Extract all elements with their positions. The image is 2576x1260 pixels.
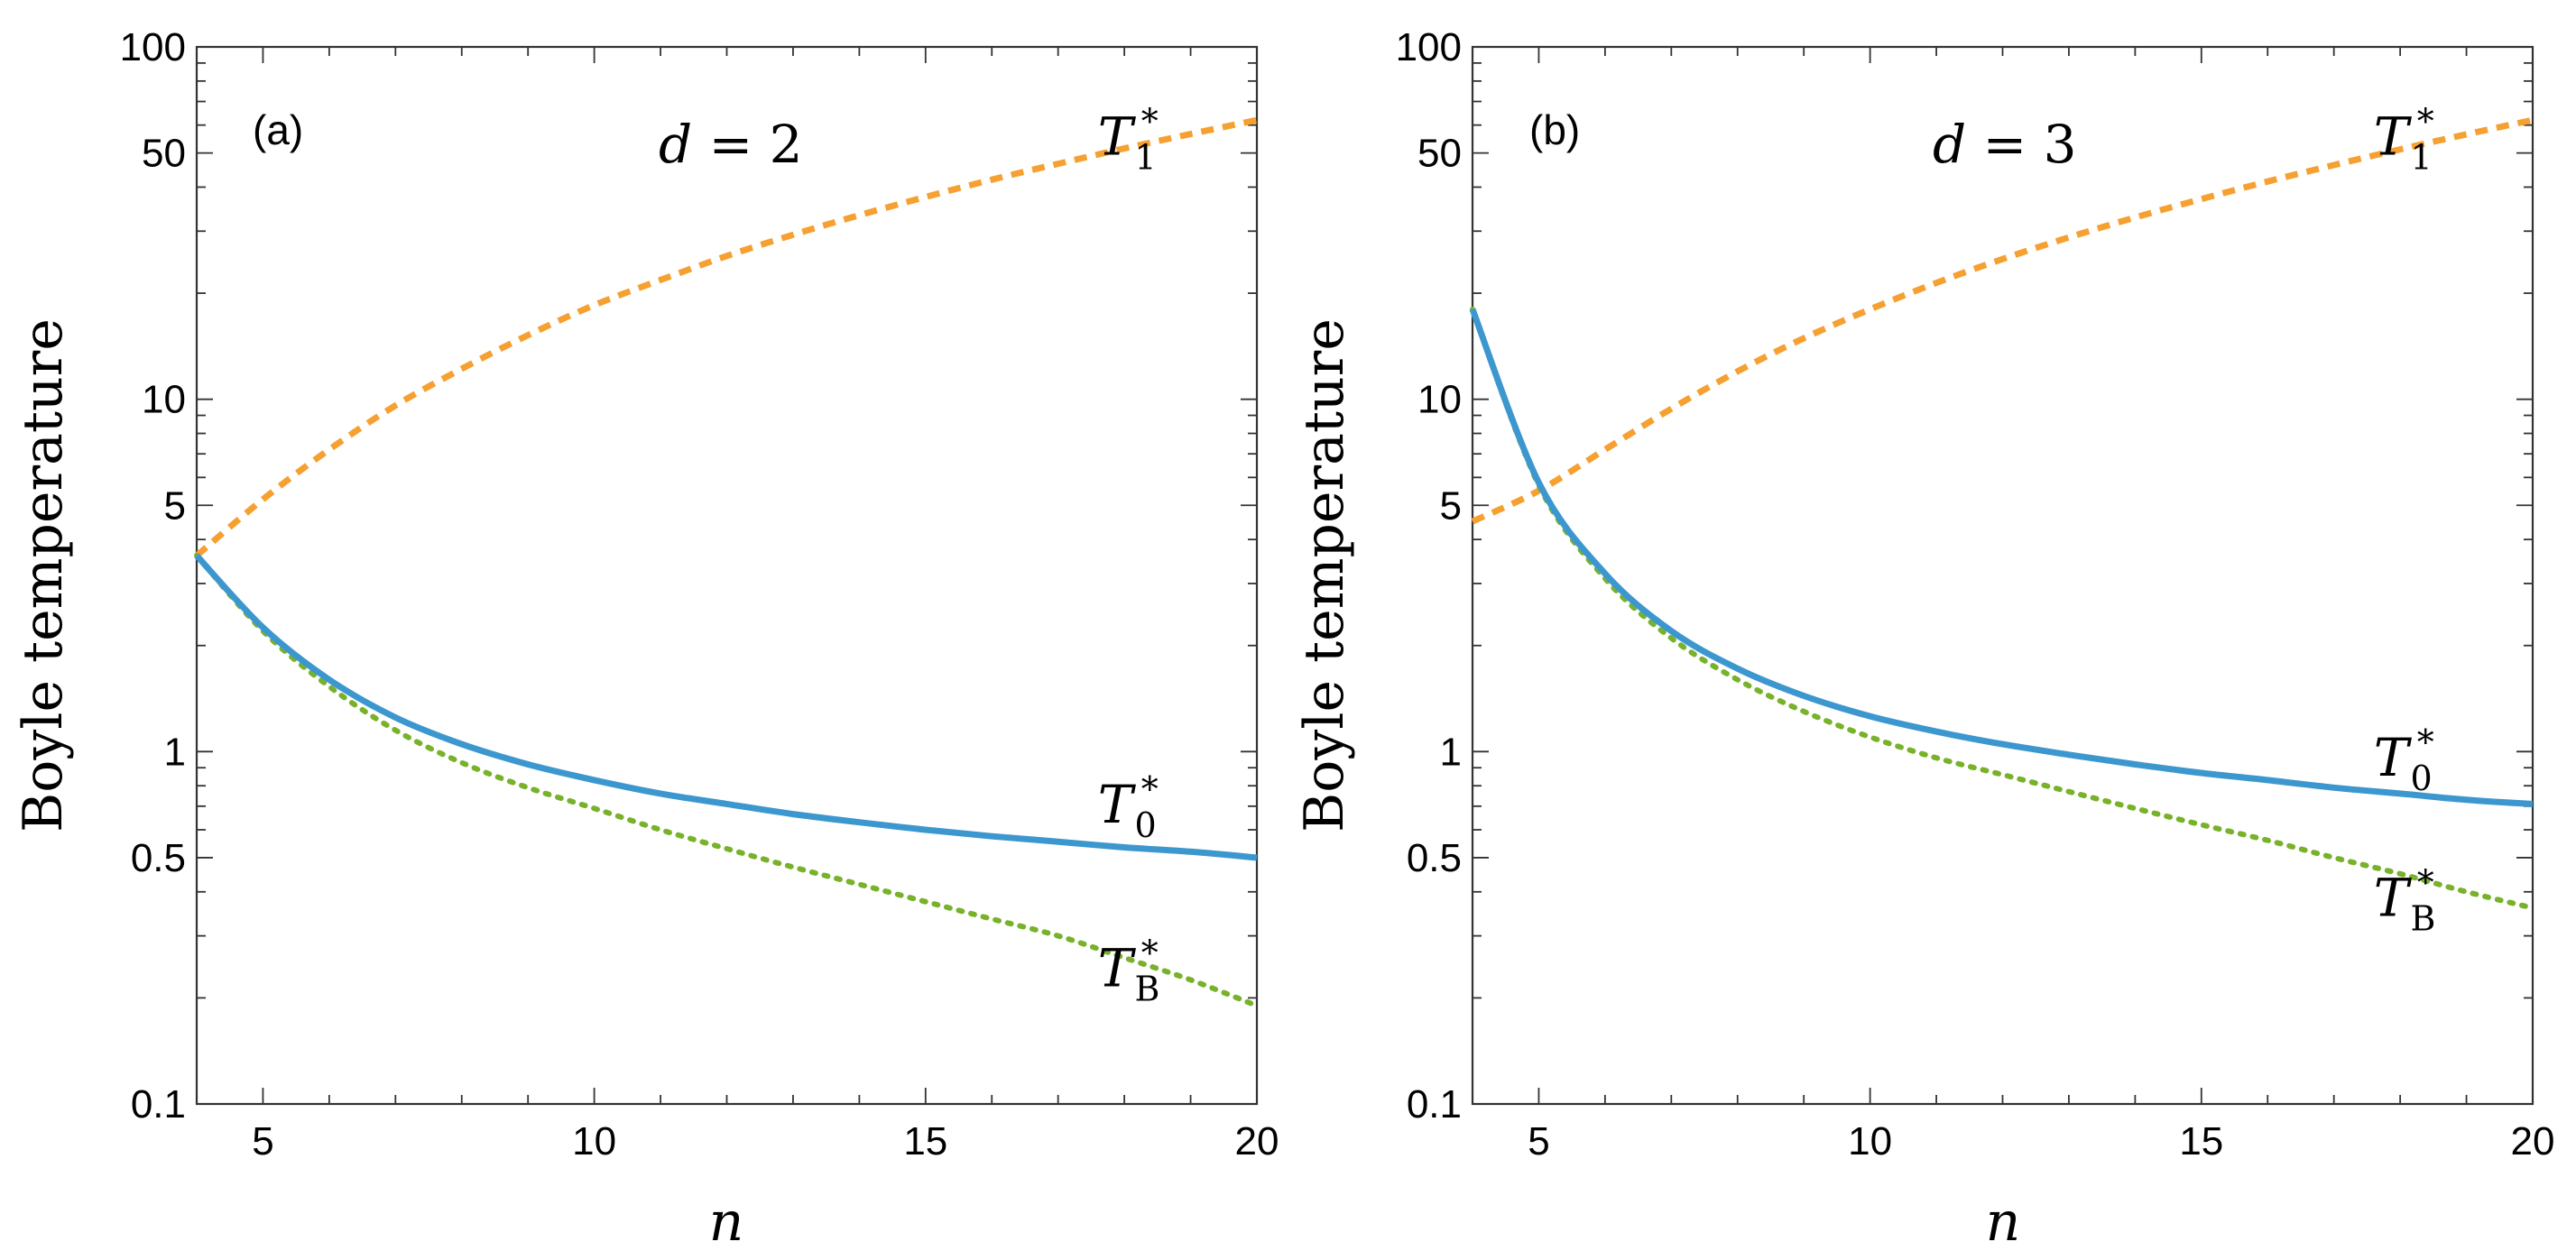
series-line-b (1470, 306, 2535, 911)
parameter-symbol: d (659, 114, 692, 175)
panel-tag: (b) (1529, 106, 1580, 153)
x-tick-label: 20 (2511, 1119, 2555, 1163)
x-axis-label: n (1986, 1191, 2021, 1254)
parameter-value: 2 (770, 114, 803, 175)
y-tick-label: 1 (1440, 730, 1462, 774)
x-tick-label: 5 (252, 1119, 273, 1163)
series-line-b (194, 553, 1260, 1009)
y-tick-label: 50 (142, 132, 186, 176)
x-tick-label: 15 (2179, 1119, 2223, 1163)
series-line-1 (1471, 116, 2534, 525)
y-tick-label: 5 (1440, 483, 1462, 528)
series-labels: T1*T0*TB* (1098, 101, 1160, 1008)
parameter-symbol: d (1933, 114, 1966, 175)
series-label-symbol: T (2374, 106, 2413, 167)
series-labels: T1*T0*TB* (2374, 101, 2436, 938)
x-tick-label: 15 (903, 1119, 947, 1163)
series-line-1 (194, 116, 1258, 558)
series-label-subscript: B (2410, 898, 2435, 938)
x-tick-label: 20 (1235, 1119, 1279, 1163)
series-label-b: TB* (1098, 933, 1160, 1008)
series-label-superscript: * (2417, 862, 2434, 902)
series-label-b: TB* (2374, 862, 2436, 938)
x-tick-label: 5 (1528, 1119, 1549, 1163)
parameter-annotation: d = 2 (659, 114, 803, 175)
parameter-annotation: d = 3 (1933, 114, 2077, 175)
parameter-value: 3 (2044, 114, 2077, 175)
series-group (1469, 116, 2535, 911)
y-tick-label: 100 (1396, 25, 1462, 69)
series-line-0 (1469, 308, 2534, 807)
series-label-subscript: 0 (2410, 759, 2432, 798)
series-label-superscript: * (2417, 101, 2434, 141)
y-tick-label: 100 (120, 25, 186, 69)
series-label-symbol: T (1098, 106, 1137, 167)
panel-tag: (a) (253, 106, 303, 153)
series-label-subscript: B (1134, 969, 1159, 1008)
series-group (194, 116, 1260, 1009)
series-label-0: T0* (1098, 769, 1159, 845)
x-axis-label: n (709, 1191, 744, 1254)
x-tick-label: 10 (1848, 1119, 1892, 1163)
y-axis-label: Boyle temperature (12, 318, 75, 832)
x-tick-label: 10 (572, 1119, 616, 1163)
y-tick-label: 10 (1417, 378, 1462, 422)
y-tick-label: 50 (1417, 132, 1462, 176)
series-label-subscript: 0 (1134, 805, 1156, 845)
y-tick-label: 0.5 (1407, 836, 1462, 880)
series-label-subscript: 1 (1134, 137, 1156, 177)
series-label-1: T1* (1098, 101, 1159, 177)
series-label-superscript: * (1141, 933, 1159, 972)
y-tick-label: 10 (142, 378, 186, 422)
plot-frame (1471, 45, 2534, 1106)
equals-sign: = (1966, 114, 2043, 175)
series-label-1: T1* (2374, 101, 2434, 177)
y-tick-label: 1 (164, 730, 186, 774)
y-axis-label: Boyle temperature (1293, 318, 1356, 832)
series-label-symbol: T (1098, 774, 1137, 835)
series-label-superscript: * (1141, 769, 1159, 809)
y-tick-label: 5 (164, 483, 186, 528)
series-label-subscript: 1 (2410, 137, 2432, 177)
series-line-0 (194, 553, 1258, 861)
series-label-symbol: T (2374, 867, 2413, 928)
series-label-superscript: * (1141, 101, 1159, 141)
equals-sign: = (692, 114, 769, 175)
y-tick-label: 0.5 (131, 836, 186, 880)
series-label-symbol: T (2374, 727, 2413, 788)
series-label-symbol: T (1098, 937, 1137, 998)
y-tick-label: 0.1 (131, 1082, 186, 1127)
series-label-superscript: * (2417, 722, 2434, 762)
series-label-0: T0* (2374, 722, 2434, 798)
y-tick-label: 0.1 (1407, 1082, 1462, 1127)
